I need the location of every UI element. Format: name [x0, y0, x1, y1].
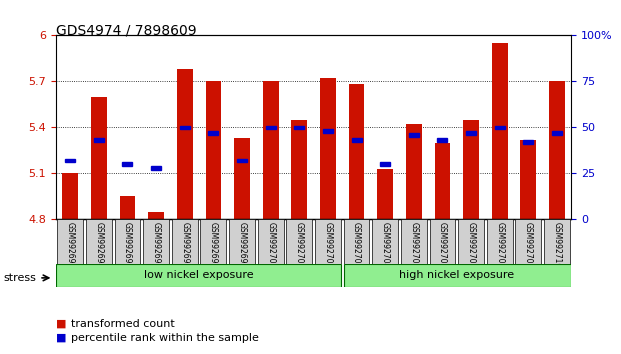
Text: GSM992702: GSM992702	[324, 222, 332, 268]
Bar	[351, 138, 361, 142]
Bar	[343, 219, 369, 264]
Text: ■: ■	[56, 319, 66, 329]
Bar	[122, 162, 132, 166]
Text: GSM992708: GSM992708	[495, 222, 504, 268]
Bar	[286, 219, 312, 264]
Bar	[151, 166, 161, 170]
Bar	[466, 131, 476, 135]
Bar	[234, 138, 250, 219]
Bar	[492, 43, 507, 219]
Bar	[348, 85, 365, 219]
Bar	[291, 120, 307, 219]
Bar	[549, 81, 565, 219]
Text: GSM992698: GSM992698	[209, 222, 218, 268]
Bar	[266, 126, 276, 129]
Bar	[320, 78, 336, 219]
Bar	[378, 169, 393, 219]
Bar	[463, 120, 479, 219]
Bar	[552, 131, 562, 135]
Bar	[487, 219, 512, 264]
Text: GSM992694: GSM992694	[94, 222, 103, 268]
Bar	[120, 196, 135, 219]
Text: stress: stress	[3, 273, 36, 283]
Bar	[258, 219, 284, 264]
Bar	[495, 126, 505, 129]
Text: GSM992706: GSM992706	[438, 222, 447, 268]
Bar	[172, 219, 197, 264]
Bar	[201, 219, 226, 264]
Bar	[179, 126, 190, 129]
Bar	[458, 219, 484, 264]
Text: GSM992705: GSM992705	[409, 222, 419, 268]
Text: GSM992707: GSM992707	[466, 222, 476, 268]
Bar	[344, 264, 571, 287]
Bar	[430, 219, 455, 264]
Text: GSM992704: GSM992704	[381, 222, 390, 268]
Text: GSM992695: GSM992695	[123, 222, 132, 268]
Text: ■: ■	[56, 333, 66, 343]
Text: GSM992696: GSM992696	[152, 222, 161, 268]
Bar	[406, 124, 422, 219]
Bar	[515, 219, 542, 264]
Text: GSM992697: GSM992697	[180, 222, 189, 268]
Bar	[177, 69, 193, 219]
Bar	[57, 219, 83, 264]
Bar	[323, 129, 333, 133]
Bar	[263, 81, 279, 219]
Bar	[524, 140, 533, 144]
Bar	[229, 219, 255, 264]
Bar	[65, 159, 75, 162]
Bar	[237, 159, 247, 162]
Bar	[294, 126, 304, 129]
Bar	[91, 97, 107, 219]
Bar	[520, 140, 537, 219]
Bar	[57, 264, 341, 287]
Bar	[544, 219, 570, 264]
Bar	[115, 219, 140, 264]
Bar	[62, 173, 78, 219]
Text: GSM992709: GSM992709	[524, 222, 533, 268]
Text: percentile rank within the sample: percentile rank within the sample	[71, 333, 260, 343]
Bar	[209, 131, 219, 135]
Text: GSM992710: GSM992710	[553, 222, 561, 268]
Text: GSM992699: GSM992699	[237, 222, 247, 268]
Bar	[380, 162, 390, 166]
Bar	[401, 219, 427, 264]
Text: GSM992703: GSM992703	[352, 222, 361, 268]
Bar	[148, 212, 164, 219]
Text: GDS4974 / 7898609: GDS4974 / 7898609	[56, 23, 196, 37]
Bar	[435, 143, 450, 219]
Bar	[206, 81, 221, 219]
Text: GSM992701: GSM992701	[295, 222, 304, 268]
Bar	[437, 138, 448, 142]
Bar	[94, 138, 104, 142]
Text: GSM992700: GSM992700	[266, 222, 275, 268]
Bar	[373, 219, 398, 264]
Bar	[409, 133, 419, 137]
Text: transformed count: transformed count	[71, 319, 175, 329]
Text: high nickel exposure: high nickel exposure	[399, 270, 514, 280]
Bar	[315, 219, 341, 264]
Text: low nickel exposure: low nickel exposure	[144, 270, 254, 280]
Text: GSM992693: GSM992693	[66, 222, 75, 268]
Bar	[143, 219, 169, 264]
Bar	[86, 219, 112, 264]
